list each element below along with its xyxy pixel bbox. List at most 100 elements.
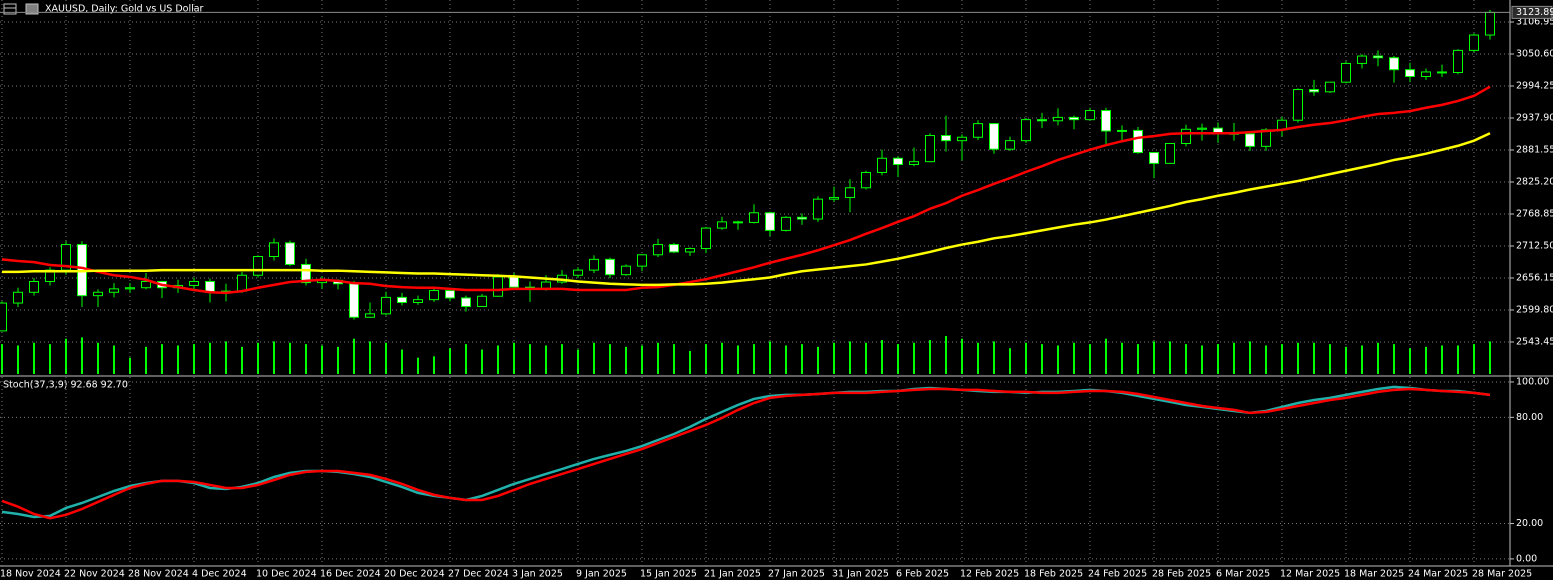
volume-bar [1169,341,1171,374]
candle-body [893,157,903,166]
icon[interactable] [3,3,17,15]
x-tick-label: 6 Feb 2025 [896,569,949,580]
y-tick-label: 80.00 [1516,412,1543,423]
x-tick-label: 6 Mar 2025 [1216,569,1270,580]
y-tick-label: 2656.15 [1516,272,1553,283]
volume-bar [129,357,131,374]
volume-bar [897,344,899,374]
x-tick-label: 10 Dec 2024 [256,569,317,580]
candle-body [1357,55,1367,64]
volume-bar [753,344,755,374]
candle-body [573,269,583,276]
x-tick-label: 18 Nov 2024 [0,569,61,580]
x-tick-label: 9 Jan 2025 [576,569,627,580]
volume-bar [1185,344,1187,374]
volume-bar [1425,346,1427,374]
volume-bar [17,345,19,374]
volume-bar [865,342,867,374]
volume-bar [657,342,659,374]
volume-bar [1313,342,1315,374]
volume-bar [337,346,339,374]
x-tick-label: 28 Mar 2025 [1472,569,1532,580]
chart-title: XAUUSD, Daily: Gold vs US Dollar [45,4,204,15]
volume-bar [609,344,611,374]
candle-body [1069,116,1079,121]
candle-body [797,216,807,220]
x-tick-label: 22 Nov 2024 [64,569,125,580]
x-tick-label: 27 Dec 2024 [448,569,509,580]
candle-body [109,288,119,293]
volume-bar [65,338,67,374]
volume-bar [433,356,435,374]
volume-bar [1217,344,1219,374]
candle-body [1165,142,1175,164]
candle-body [1325,81,1335,93]
volume-bar [1201,345,1203,374]
x-tick-label: 12 Mar 2025 [1280,569,1340,580]
volume-bar [641,345,643,374]
volume-bar [369,341,371,374]
candle-body [1133,129,1143,154]
volume-bar [913,342,915,374]
y-tick-label: 20.00 [1516,518,1543,529]
volume-bar [481,349,483,374]
x-tick-label: 27 Jan 2025 [768,569,825,580]
candle-body [1389,57,1399,71]
volume-bar [1377,342,1379,374]
volume-bar [785,345,787,374]
volume-bar [1281,344,1283,374]
candle-body [861,171,871,189]
current-price-box [1511,5,1553,19]
moving-average [2,132,1491,287]
volume-bar [849,341,851,374]
y-tick-label: 2768.85 [1516,208,1553,219]
candle-body [637,254,647,267]
volume-bar [1345,346,1347,374]
volume-bar [33,342,35,374]
volume-bar [1457,345,1459,374]
volume-bar [545,345,547,374]
y-tick-label: 100.00 [1516,376,1549,387]
volume-bar [993,341,995,374]
icon[interactable] [25,3,39,15]
candle-body [845,187,855,198]
x-tick-label: 28 Feb 2025 [1152,569,1211,580]
y-tick-label: 2881.55 [1516,144,1553,155]
volume-bar [1393,344,1395,374]
candle-body [301,263,311,284]
volume-bar [945,336,947,374]
x-tick-label: 16 Dec 2024 [320,569,381,580]
volume-bar [1153,341,1155,374]
y-tick-label: 2599.80 [1516,304,1553,315]
candle-body [1149,152,1159,164]
x-tick-label: 12 Feb 2025 [960,569,1019,580]
candle-body [205,280,215,293]
candle-body [717,221,727,229]
candle-body [1421,71,1431,77]
x-tick-label: 18 Mar 2025 [1344,569,1404,580]
candle-body [1453,49,1463,74]
volume-bar [1137,344,1139,374]
candle-body [381,296,391,315]
volume-bar [1121,342,1123,374]
candle-body [1101,110,1111,132]
volume-bar [225,341,227,374]
candle-body [141,280,151,289]
candle-body [493,276,503,297]
volume-bar [577,349,579,374]
volume-bar [305,344,307,374]
volume-bar [961,338,963,374]
candle-body [397,296,407,303]
indicator-title: Stoch(37,3,9) 92.68 92.70 [3,380,128,391]
volume-bar [1265,345,1267,374]
volume-bar [561,344,563,374]
volume-bar [1489,341,1491,374]
candle-body [1341,62,1351,83]
volume-bar [385,342,387,374]
volume-bar [257,342,259,374]
candle-body [349,283,359,318]
toolbar-icons [3,3,39,15]
candle-body [1469,34,1479,51]
volume-bar [1409,348,1411,374]
